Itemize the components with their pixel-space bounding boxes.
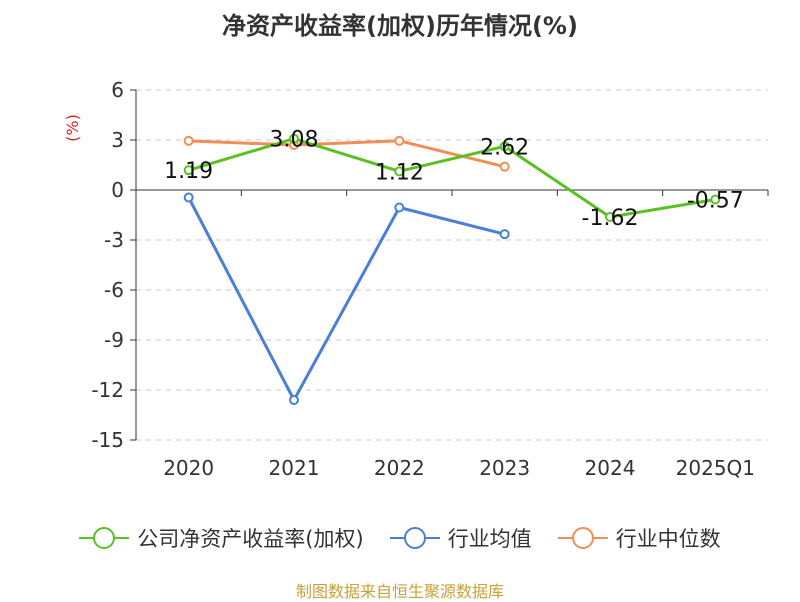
data-point [499, 161, 510, 172]
data-label: 1.19 [164, 159, 213, 184]
x-tick-label: 2025Q1 [676, 456, 755, 480]
data-source-note: 制图数据来自恒生聚源数据库 [295, 582, 504, 601]
data-point [394, 166, 405, 177]
legend-swatch-company-roe [79, 527, 130, 549]
data-point [394, 135, 405, 146]
legend-label: 行业中位数 [615, 527, 721, 551]
data-label: 1.12 [375, 160, 424, 185]
x-tick-label: 2022 [374, 456, 425, 480]
y-tick-label: 0 [111, 178, 124, 202]
legend-item-company-roe[interactable]: 公司净资产收益率(加权) [79, 523, 364, 553]
data-label: -1.62 [582, 206, 639, 231]
y-tick-label: 6 [111, 78, 124, 102]
x-tick-label: 2023 [479, 456, 530, 480]
data-label: 3.08 [270, 128, 319, 153]
legend-marker [93, 527, 116, 549]
legend-marker [571, 527, 594, 549]
data-point [499, 141, 510, 152]
series-line-1 [187, 196, 506, 402]
x-tick-label: 2020 [163, 456, 214, 480]
y-tick-label: -3 [104, 228, 124, 252]
data-point [183, 192, 194, 203]
chart-title: 净资产收益率(加权)历年情况(%) [222, 12, 578, 40]
legend-label: 行业均值 [447, 527, 532, 551]
data-point [394, 202, 405, 213]
data-point [499, 229, 510, 240]
data-point [710, 194, 721, 205]
y-tick-label: -12 [91, 378, 124, 402]
data-point [183, 165, 194, 176]
data-label: 2.62 [480, 135, 529, 160]
y-tick-label: -6 [104, 278, 124, 302]
data-point [289, 133, 299, 144]
y-tick-label: -15 [91, 428, 124, 452]
data-point [605, 212, 615, 222]
legend: 公司净资产收益率(加权) 行业均值 行业中位数 [0, 520, 800, 556]
series-line-2 [188, 139, 506, 169]
x-tick-label: 2024 [585, 456, 636, 480]
data-point [289, 395, 299, 405]
legend-swatch-industry-mean [389, 527, 440, 549]
legend-item-industry-mean[interactable]: 行业均值 [389, 523, 532, 553]
legend-swatch-industry-median [557, 527, 608, 549]
y-tick-label: -9 [104, 328, 124, 352]
legend-item-industry-median[interactable]: 行业中位数 [557, 523, 721, 553]
legend-marker [403, 527, 426, 549]
x-tick-label: 2021 [269, 456, 320, 480]
data-label: -0.57 [687, 189, 744, 214]
y-tick-label: 3 [111, 128, 124, 152]
data-point [183, 135, 194, 146]
series-line-0 [188, 137, 716, 219]
legend-label: 公司净资产收益率(加权) [137, 527, 364, 551]
y-axis-label: (%) [63, 114, 82, 142]
